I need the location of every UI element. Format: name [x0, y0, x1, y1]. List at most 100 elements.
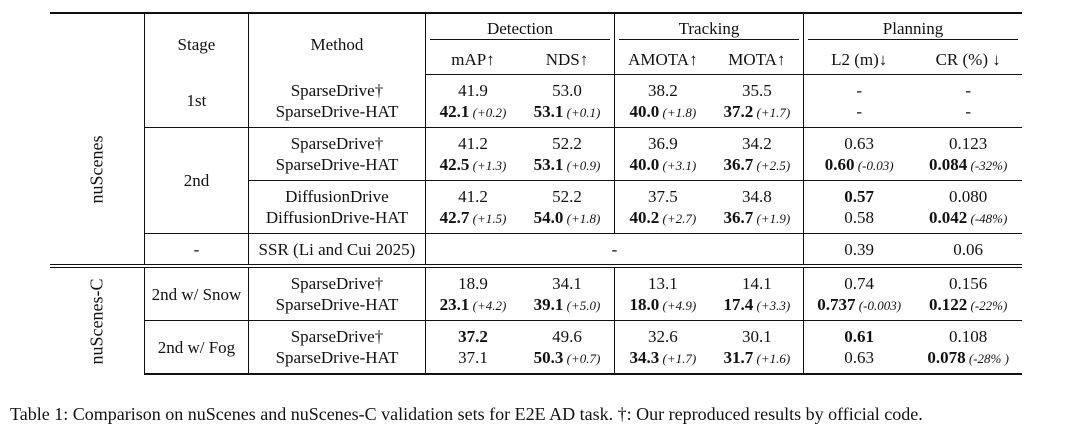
nds-cell: 52.2 53.1 (+0.9) — [520, 127, 615, 181]
cr-cell: 0.108 0.078 (-28% ) — [914, 320, 1022, 375]
baseline-value: 0.74 — [844, 273, 875, 293]
l2-cell: 0.57 0.58 — [803, 180, 915, 234]
baseline-value: 30.1 — [741, 326, 772, 346]
baseline-value: 34.1 — [552, 273, 582, 293]
delta-value: (+3.3) — [753, 297, 791, 313]
hat-value: 54.0 — [533, 207, 564, 227]
hat-value: 23.1 — [439, 294, 470, 314]
cr-cell: 0.156 0.122 (-22%) — [914, 264, 1022, 321]
table-caption: Table 1: Comparison on nuScenes and nuSc… — [10, 404, 923, 424]
method-hat: SparseDrive-HAT — [275, 295, 399, 314]
nds-cell: 49.6 50.3 (+0.7) — [520, 320, 615, 375]
baseline-value: 52.2 — [552, 186, 582, 206]
stage-cell: 2nd w/ Fog — [143, 320, 249, 375]
table-row: nuScenes 1st SparseDrive† SparseDrive-HAT… — [50, 74, 1022, 203]
delta-value: (-28% ) — [965, 350, 1009, 366]
table-row: nuScenes-C 2nd w/ Snow SparseDrive† Spars… — [50, 264, 1022, 374]
mota-cell: 34.8 36.7 (+1.9) — [710, 180, 804, 234]
baseline-value: 41.2 — [458, 133, 488, 153]
hat-value: 53.1 — [533, 101, 564, 121]
baseline-value: 36.9 — [647, 133, 678, 153]
baseline-value: 13.1 — [647, 273, 678, 293]
hat-value: 0.122 — [929, 294, 968, 314]
method-hat: SparseDrive-HAT — [275, 348, 399, 367]
baseline-value: 53.0 — [552, 80, 582, 100]
method-cell: SSR (Li and Cui 2025) — [247, 233, 426, 266]
nds-cell: 53.0 53.1 (+0.1) — [520, 75, 615, 128]
hat-value: 36.7 — [723, 207, 754, 227]
cr-cell: 0.080 0.042 (-48%) — [914, 180, 1022, 234]
map-header: mAP↑ — [425, 44, 520, 75]
hat-value: 18.0 — [629, 294, 660, 314]
baseline-value: 0.156 — [949, 273, 988, 293]
delta-value: (-22%) — [967, 297, 1008, 313]
stage-cell: 2nd — [143, 127, 249, 234]
results-table: Stage Method Detection Tracking Planning… — [50, 12, 1022, 375]
delta-value: (-0.03) — [854, 157, 894, 173]
mota-cell: 34.2 36.7 (+2.5) — [710, 127, 804, 181]
delta-value: (+4.2) — [469, 297, 507, 313]
method-baseline: DiffusionDrive — [285, 187, 389, 206]
baseline-value: 34.2 — [741, 133, 772, 153]
delta-value: (-48%) — [967, 210, 1008, 226]
dataset-label-nuscenes-c: nuScenes-C — [50, 264, 145, 374]
baseline-value: 0.61 — [844, 326, 875, 346]
hat-value: 0.58 — [844, 207, 875, 227]
amota-cell: 38.2 40.0 (+1.8) — [613, 74, 711, 128]
hat-value: 34.3 — [629, 347, 660, 367]
dataset-header-cell — [50, 12, 145, 75]
method-hat: SparseDrive-HAT — [275, 101, 399, 121]
delta-value: (+3.1) — [659, 157, 697, 173]
delta-value: (+5.0) — [563, 297, 601, 313]
amota-cell: 36.9 40.0 (+3.1) — [613, 127, 711, 181]
baseline-value: 0.57 — [844, 186, 875, 206]
method-baseline: SparseDrive† — [290, 327, 384, 346]
delta-value: (+1.5) — [469, 210, 507, 226]
table-row: DiffusionDrive DiffusionDrive-HAT 41.2 42.… — [50, 180, 1022, 234]
hat-value: 0.078 — [927, 347, 966, 367]
hat-value: - — [856, 101, 862, 121]
hat-value: 0.084 — [929, 154, 968, 174]
hat-value: 0.60 — [824, 154, 855, 174]
delta-value: (+1.7) — [753, 104, 791, 120]
method-cell: SparseDrive† SparseDrive-HAT — [247, 320, 426, 375]
delta-value: (+0.9) — [563, 157, 601, 173]
method-cell: SparseDrive† SparseDrive-HAT — [247, 74, 426, 128]
delta-value: (+1.6) — [753, 350, 791, 366]
method-header: Method — [247, 12, 426, 75]
mota-header: MOTA↑ — [710, 44, 804, 75]
tracking-header: Tracking — [614, 12, 804, 44]
method-cell: SparseDrive† SparseDrive-HAT — [247, 264, 426, 321]
dataset-label-nuscenes: nuScenes — [86, 135, 107, 204]
method-cell: SparseDrive† SparseDrive-HAT — [247, 127, 426, 181]
stage-header: Stage — [143, 12, 249, 75]
table-row-ssr: - SSR (Li and Cui 2025) - 0.39 0.06 — [50, 233, 1022, 266]
method-hat: DiffusionDrive-HAT — [265, 208, 409, 227]
hat-value: 37.1 — [458, 347, 488, 367]
delta-value: (-32%) — [967, 157, 1008, 173]
cr-header: CR (%) ↓ — [914, 44, 1022, 75]
table-row: 2nd SparseDrive† SparseDrive-HAT 41.2 42.5… — [50, 127, 1022, 234]
l2-header: L2 (m)↓ — [803, 44, 915, 75]
map-cell: 41.9 42.1 (+0.2) — [425, 74, 520, 128]
table-row: 2nd w/ Fog SparseDrive† SparseDrive-HAT 3… — [50, 320, 1022, 375]
hat-value: 53.1 — [533, 154, 564, 174]
l2-cell: 0.39 — [803, 233, 915, 266]
l2-cell: 0.63 0.60 (-0.03) — [803, 127, 915, 181]
hat-value: 37.2 — [723, 101, 754, 121]
hat-value: 40.0 — [629, 101, 660, 121]
stage-cell: - — [143, 233, 249, 266]
nds-cell: 34.1 39.1 (+5.0) — [520, 264, 615, 321]
nds-header: NDS↑ — [520, 44, 615, 75]
baseline-value: 41.9 — [458, 80, 488, 100]
hat-value: 42.7 — [439, 207, 470, 227]
hat-value: 42.5 — [439, 154, 470, 174]
hat-value: 0.63 — [844, 347, 875, 367]
detection-header: Detection — [425, 12, 615, 44]
l2-cell: 0.74 0.737 (-0.003) — [803, 264, 915, 321]
mota-cell: 14.1 17.4 (+3.3) — [710, 264, 804, 321]
l2-cell: 0.61 0.63 — [803, 320, 915, 375]
mota-cell: 35.5 37.2 (+1.7) — [711, 75, 804, 128]
delta-value: (+4.9) — [659, 297, 697, 313]
delta-value: (+1.9) — [753, 210, 791, 226]
